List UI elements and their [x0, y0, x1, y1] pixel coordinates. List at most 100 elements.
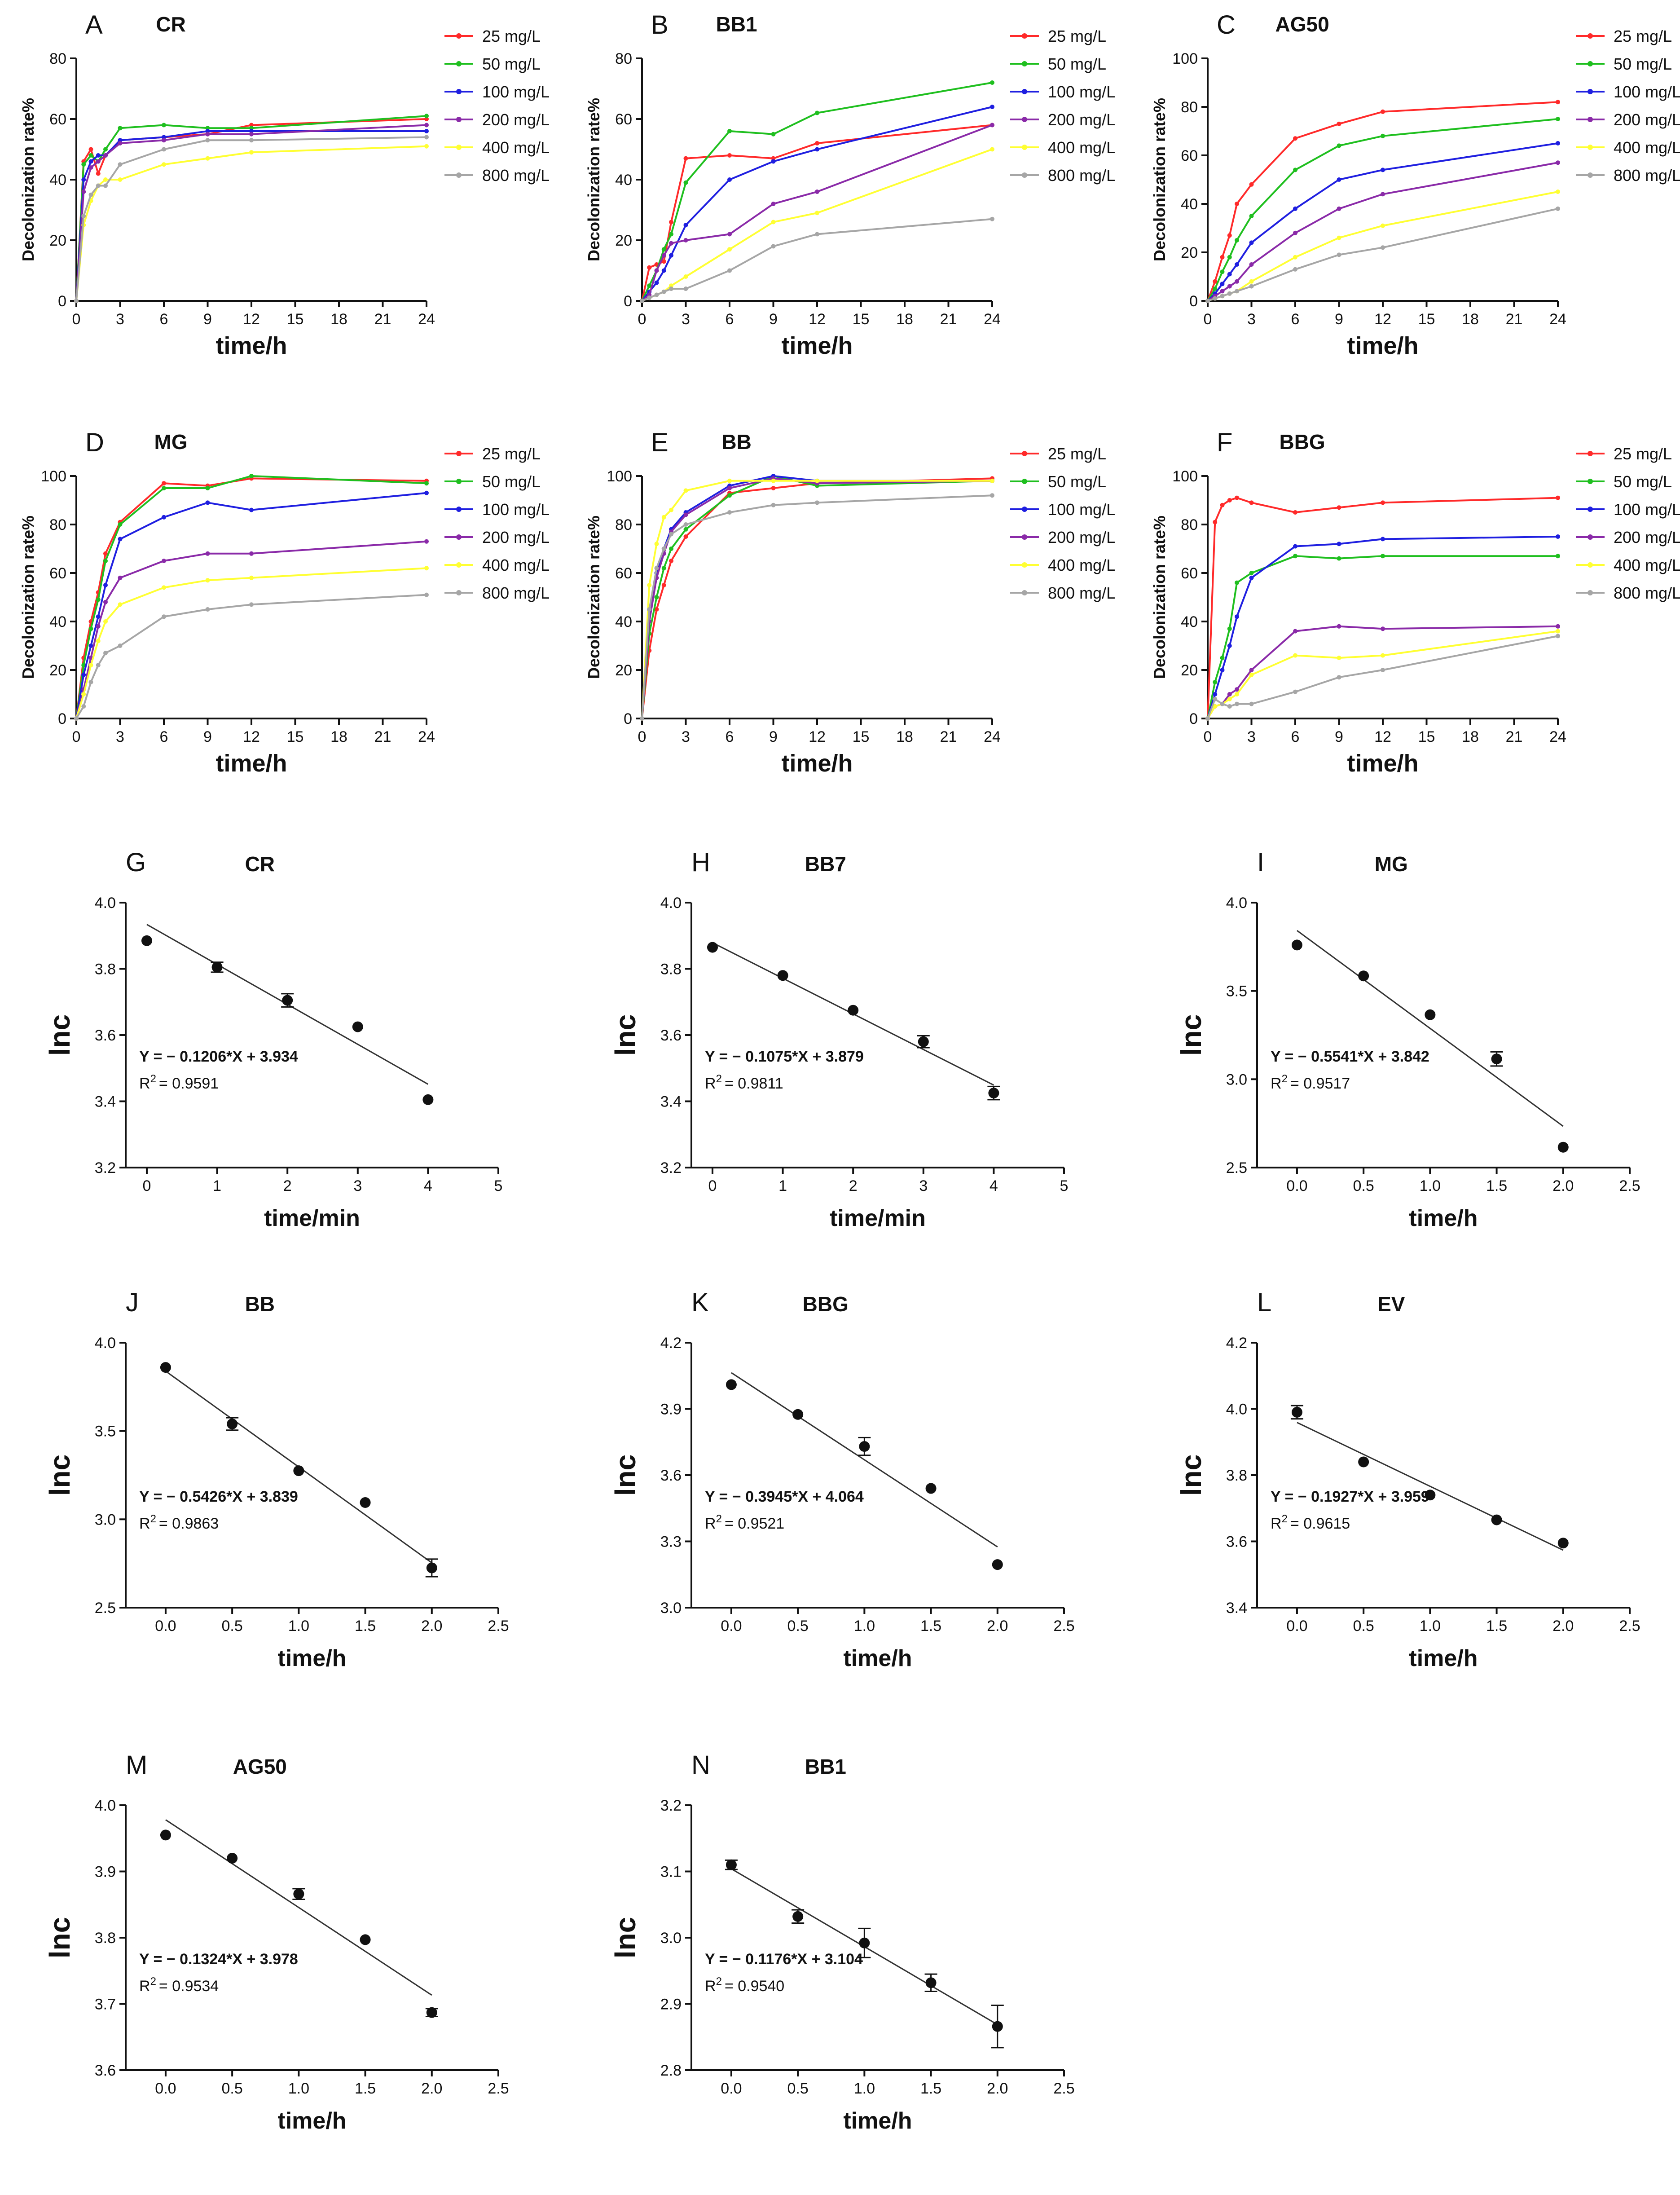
data-point [1556, 206, 1560, 211]
data-point [103, 153, 108, 158]
data-point [683, 274, 688, 279]
x-tick-label: 12 [243, 311, 260, 328]
series-line-4 [75, 145, 427, 301]
data-point [249, 551, 254, 556]
data-point [1337, 542, 1341, 547]
data-point [1235, 262, 1239, 267]
x-tick-label: 0.5 [222, 1618, 243, 1635]
legend-label: 800 mg/L [1048, 166, 1115, 185]
x-tick-label: 9 [203, 311, 212, 328]
data-point [1381, 500, 1385, 505]
x-tick-label: 5 [1060, 1177, 1069, 1194]
x-tick-label: 1.5 [355, 1618, 376, 1635]
data-point [282, 995, 293, 1006]
legend-marker [1588, 172, 1593, 178]
series-line-5 [1207, 207, 1558, 302]
data-point [96, 159, 101, 164]
fit-equation: Y = − 0.1927*X + 3.959 [1271, 1488, 1429, 1505]
data-point [815, 141, 819, 145]
data-point [96, 614, 101, 619]
data-point [426, 2007, 437, 2018]
r2-symbol: R [1271, 1515, 1282, 1532]
data-point [211, 961, 223, 973]
data-point [640, 716, 644, 721]
chart-panel-c: C AG50 0 20 40 60 80 100 0 3 6 9 12 15 18 21 24 time/h Dec… [1149, 9, 1680, 395]
data-point [96, 624, 101, 629]
data-point [661, 289, 666, 294]
data-point [683, 156, 688, 161]
data-point [771, 159, 776, 164]
data-point [1220, 294, 1225, 299]
x-tick-label: 2.0 [1552, 1177, 1574, 1194]
x-tick-label: 0.5 [1353, 1618, 1374, 1635]
x-tick-label: 0.0 [155, 1618, 176, 1635]
legend-label: 25 mg/L [482, 445, 541, 463]
data-point [771, 202, 776, 206]
data-point [669, 241, 673, 246]
x-axis-label: time/h [215, 750, 287, 777]
x-tick-label: 24 [984, 728, 1001, 745]
fit-equation: Y = − 0.1075*X + 3.879 [705, 1048, 864, 1065]
x-tick-label: 3 [353, 1177, 362, 1194]
data-point [1205, 716, 1210, 721]
data-point [654, 280, 659, 285]
chart-svg: D MG 0 20 40 60 80 100 0 3 6 9 12 15 18 21 24 time/h Decol… [19, 428, 550, 777]
fit-line [731, 1372, 998, 1548]
data-point [118, 602, 123, 607]
data-point [683, 180, 688, 185]
data-point [103, 619, 108, 624]
panel-letter: A [85, 10, 103, 40]
legend-marker [456, 534, 462, 540]
fit-equation: Y = − 0.5541*X + 3.842 [1271, 1048, 1429, 1065]
x-tick-label: 24 [984, 311, 1001, 328]
x-tick-label: 2.5 [1053, 2080, 1074, 2097]
legend-label: 400 mg/L [1614, 138, 1680, 157]
fit-r2: R2 = 0.9540 [705, 1975, 784, 1995]
x-tick-label: 0.5 [222, 2080, 243, 2097]
data-point [771, 220, 776, 225]
r2-value: = 0.9615 [1290, 1515, 1350, 1532]
data-point [424, 114, 429, 119]
x-axis-label: time/min [830, 1205, 926, 1231]
x-tick-label: 24 [418, 311, 435, 328]
data-point [683, 522, 688, 527]
y-tick-label: 40 [615, 613, 632, 630]
data-point [1491, 1053, 1502, 1065]
data-point [661, 566, 666, 571]
fit-line [1297, 1422, 1564, 1551]
x-tick-label: 0.5 [1353, 1177, 1374, 1194]
legend-marker [1022, 534, 1027, 540]
y-tick-label: 4.0 [1226, 895, 1247, 912]
x-tick-label: 4 [990, 1177, 998, 1194]
x-tick-label: 1.0 [288, 1618, 309, 1635]
legend-marker [456, 590, 462, 595]
x-tick-label: 3 [1247, 728, 1256, 745]
data-point [654, 566, 659, 571]
fit-r2: R2 = 0.9517 [1271, 1073, 1350, 1092]
data-point [88, 663, 93, 668]
x-tick-label: 12 [1374, 728, 1391, 745]
x-tick-label: 2 [849, 1177, 858, 1194]
panel-letter: D [85, 428, 104, 457]
x-tick-label: 6 [1291, 311, 1300, 328]
fit-r2: R2 = 0.9811 [705, 1073, 783, 1092]
data-point [771, 486, 776, 490]
y-tick-label: 3.8 [95, 961, 116, 978]
fit-r2: R2 = 0.9615 [1271, 1513, 1350, 1532]
data-point [654, 268, 659, 273]
data-point [162, 162, 166, 167]
x-tick-label: 2.5 [1619, 1618, 1640, 1635]
data-point [1213, 680, 1218, 684]
x-tick-label: 0 [1204, 728, 1212, 745]
series-line-3 [1207, 625, 1558, 719]
x-tick-label: 12 [243, 728, 260, 745]
panel-letter: K [691, 1288, 709, 1317]
legend-label: 400 mg/L [1048, 556, 1115, 574]
legend-label: 50 mg/L [482, 55, 541, 73]
data-point [1557, 1538, 1569, 1549]
data-point [162, 138, 166, 143]
x-tick-label: 0 [143, 1177, 151, 1194]
data-point [1213, 286, 1218, 291]
y-tick-label: 20 [49, 232, 66, 249]
x-tick-label: 2 [283, 1177, 292, 1194]
